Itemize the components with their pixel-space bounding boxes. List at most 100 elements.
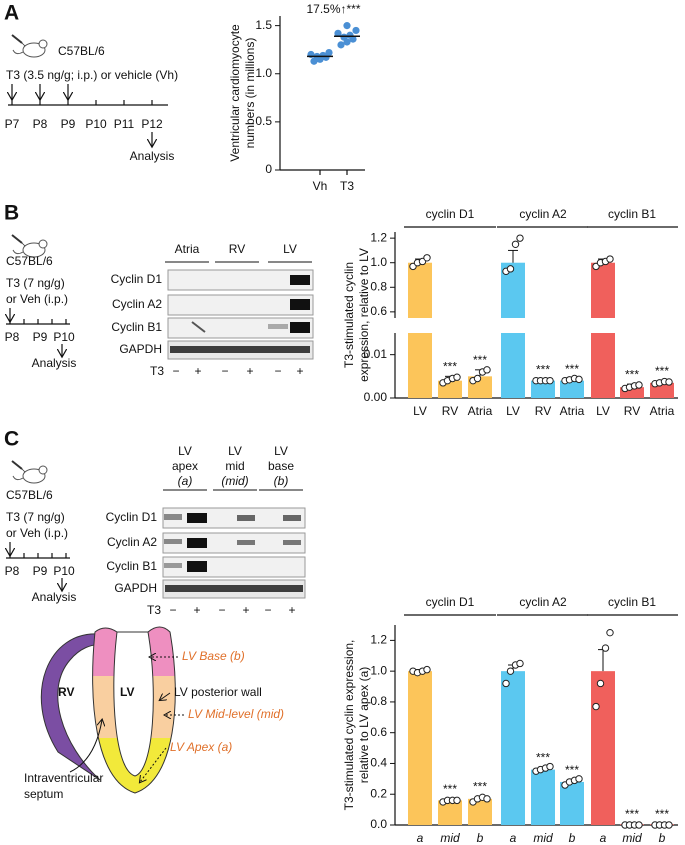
blot-column-label: apex bbox=[172, 459, 198, 473]
treatment: T3 (7 ng/g) bbox=[6, 510, 65, 524]
y-tick-label: 1.0 bbox=[370, 663, 387, 677]
mouse-icon bbox=[11, 460, 48, 484]
blot-column-label: LV bbox=[274, 444, 288, 458]
group-label: cyclin D1 bbox=[426, 595, 475, 609]
group-label: cyclin A2 bbox=[519, 595, 567, 609]
y-tick-label: 0.5 bbox=[255, 114, 272, 128]
heart-diagram bbox=[40, 626, 184, 794]
significance: *** bbox=[536, 363, 550, 377]
point bbox=[334, 29, 342, 37]
heart-label: RV bbox=[58, 685, 74, 699]
x-tick-label: LV bbox=[413, 404, 427, 418]
point bbox=[596, 679, 605, 688]
heart-label: septum bbox=[24, 787, 63, 801]
significance: *** bbox=[655, 807, 669, 821]
y-axis-label: Ventricular cardiomyocyte bbox=[228, 24, 242, 162]
lane-sign: − bbox=[274, 364, 281, 378]
heart-label: LV bbox=[120, 685, 134, 699]
blot-row-label: GAPDH bbox=[114, 581, 157, 595]
blot-treatment: T3 bbox=[147, 603, 161, 617]
blot-row-label: Cyclin B1 bbox=[106, 559, 157, 573]
day-label: P10 bbox=[85, 117, 107, 131]
day-label: P8 bbox=[5, 330, 20, 344]
point bbox=[453, 373, 461, 381]
lane-sign: + bbox=[288, 603, 295, 617]
point bbox=[511, 240, 520, 248]
treatment: or Veh (i.p.) bbox=[6, 292, 68, 306]
day-label: P12 bbox=[141, 117, 163, 131]
point bbox=[606, 255, 614, 263]
endpoint: Analysis bbox=[32, 590, 77, 604]
bar bbox=[620, 387, 644, 398]
y-tick-label: 0.4 bbox=[370, 756, 387, 770]
bar bbox=[408, 671, 432, 825]
blot-column-label: RV bbox=[229, 242, 245, 256]
point bbox=[340, 33, 348, 41]
x-tick-label: LV bbox=[596, 404, 610, 418]
day-label: P7 bbox=[5, 117, 20, 131]
blot-row-label: Cyclin D1 bbox=[111, 272, 163, 286]
day-label: P9 bbox=[33, 330, 48, 344]
panel-letter: A bbox=[4, 2, 19, 25]
lane-sign: − bbox=[169, 603, 176, 617]
y-tick-label: 1.0 bbox=[370, 255, 387, 269]
point bbox=[502, 679, 510, 688]
point bbox=[592, 702, 600, 711]
strain: C57BL/6 bbox=[6, 254, 53, 268]
bar bbox=[591, 262, 615, 318]
bar bbox=[531, 380, 555, 398]
blot-column-label: mid bbox=[225, 459, 244, 473]
y-axis-label: T3-stimulated cyclin expression, bbox=[342, 640, 356, 811]
y-tick-label: 0.8 bbox=[370, 694, 387, 708]
y-tick-label: 0.0 bbox=[370, 817, 387, 831]
heart-label: Intraventricular bbox=[24, 771, 103, 785]
blot-b bbox=[167, 269, 314, 360]
y-tick-label: 1.2 bbox=[370, 633, 387, 647]
x-tick-label: Atria bbox=[650, 404, 675, 418]
x-tick-label: Atria bbox=[468, 404, 493, 418]
day-label: P10 bbox=[53, 564, 75, 578]
x-tick-label: Atria bbox=[560, 404, 585, 418]
treatment: T3 (3.5 ng/g; i.p.) or vehicle (Vh) bbox=[6, 68, 178, 82]
significance: *** bbox=[625, 367, 639, 381]
lane-sign: − bbox=[218, 603, 225, 617]
bar bbox=[591, 333, 615, 398]
group-label: cyclin A2 bbox=[519, 207, 567, 221]
blot-row-label: Cyclin B1 bbox=[111, 320, 162, 334]
y-tick-label: 0.01 bbox=[364, 347, 388, 361]
blot-column-label: LV bbox=[283, 242, 297, 256]
y-tick-label: 1.2 bbox=[370, 230, 387, 244]
y-tick-label: 1.0 bbox=[255, 66, 272, 80]
strain: C57BL/6 bbox=[58, 44, 105, 58]
significance: *** bbox=[443, 360, 457, 374]
blot-column-label: Atria bbox=[175, 242, 200, 256]
blot-column-label: LV bbox=[178, 444, 192, 458]
significance: *** bbox=[443, 782, 457, 796]
significance: *** bbox=[565, 362, 579, 376]
lane-sign: + bbox=[242, 603, 249, 617]
mouse-icon bbox=[11, 34, 48, 58]
blot-column-label: (a) bbox=[178, 474, 193, 488]
point bbox=[319, 51, 327, 60]
blot-row-label: GAPDH bbox=[119, 342, 162, 356]
x-tick-label: RV bbox=[442, 404, 458, 418]
panel-letter: C bbox=[4, 428, 19, 451]
y-tick-label: 0.00 bbox=[364, 390, 388, 404]
point bbox=[506, 265, 515, 273]
x-tick-label: a bbox=[510, 831, 517, 845]
bar bbox=[591, 671, 615, 825]
y-tick-label: 0.6 bbox=[370, 725, 387, 739]
error-bar bbox=[508, 249, 518, 263]
bar bbox=[501, 333, 525, 398]
y-tick-label: 0.6 bbox=[370, 304, 387, 318]
point bbox=[325, 48, 333, 57]
bar bbox=[408, 333, 432, 398]
blot-column-label: LV bbox=[228, 444, 242, 458]
point bbox=[665, 821, 673, 829]
point bbox=[575, 375, 583, 384]
day-label: P11 bbox=[114, 117, 135, 131]
point bbox=[516, 659, 524, 668]
blot-treatment: T3 bbox=[150, 364, 164, 378]
x-tick-label: T3 bbox=[340, 179, 354, 193]
day-label: P9 bbox=[33, 564, 48, 578]
